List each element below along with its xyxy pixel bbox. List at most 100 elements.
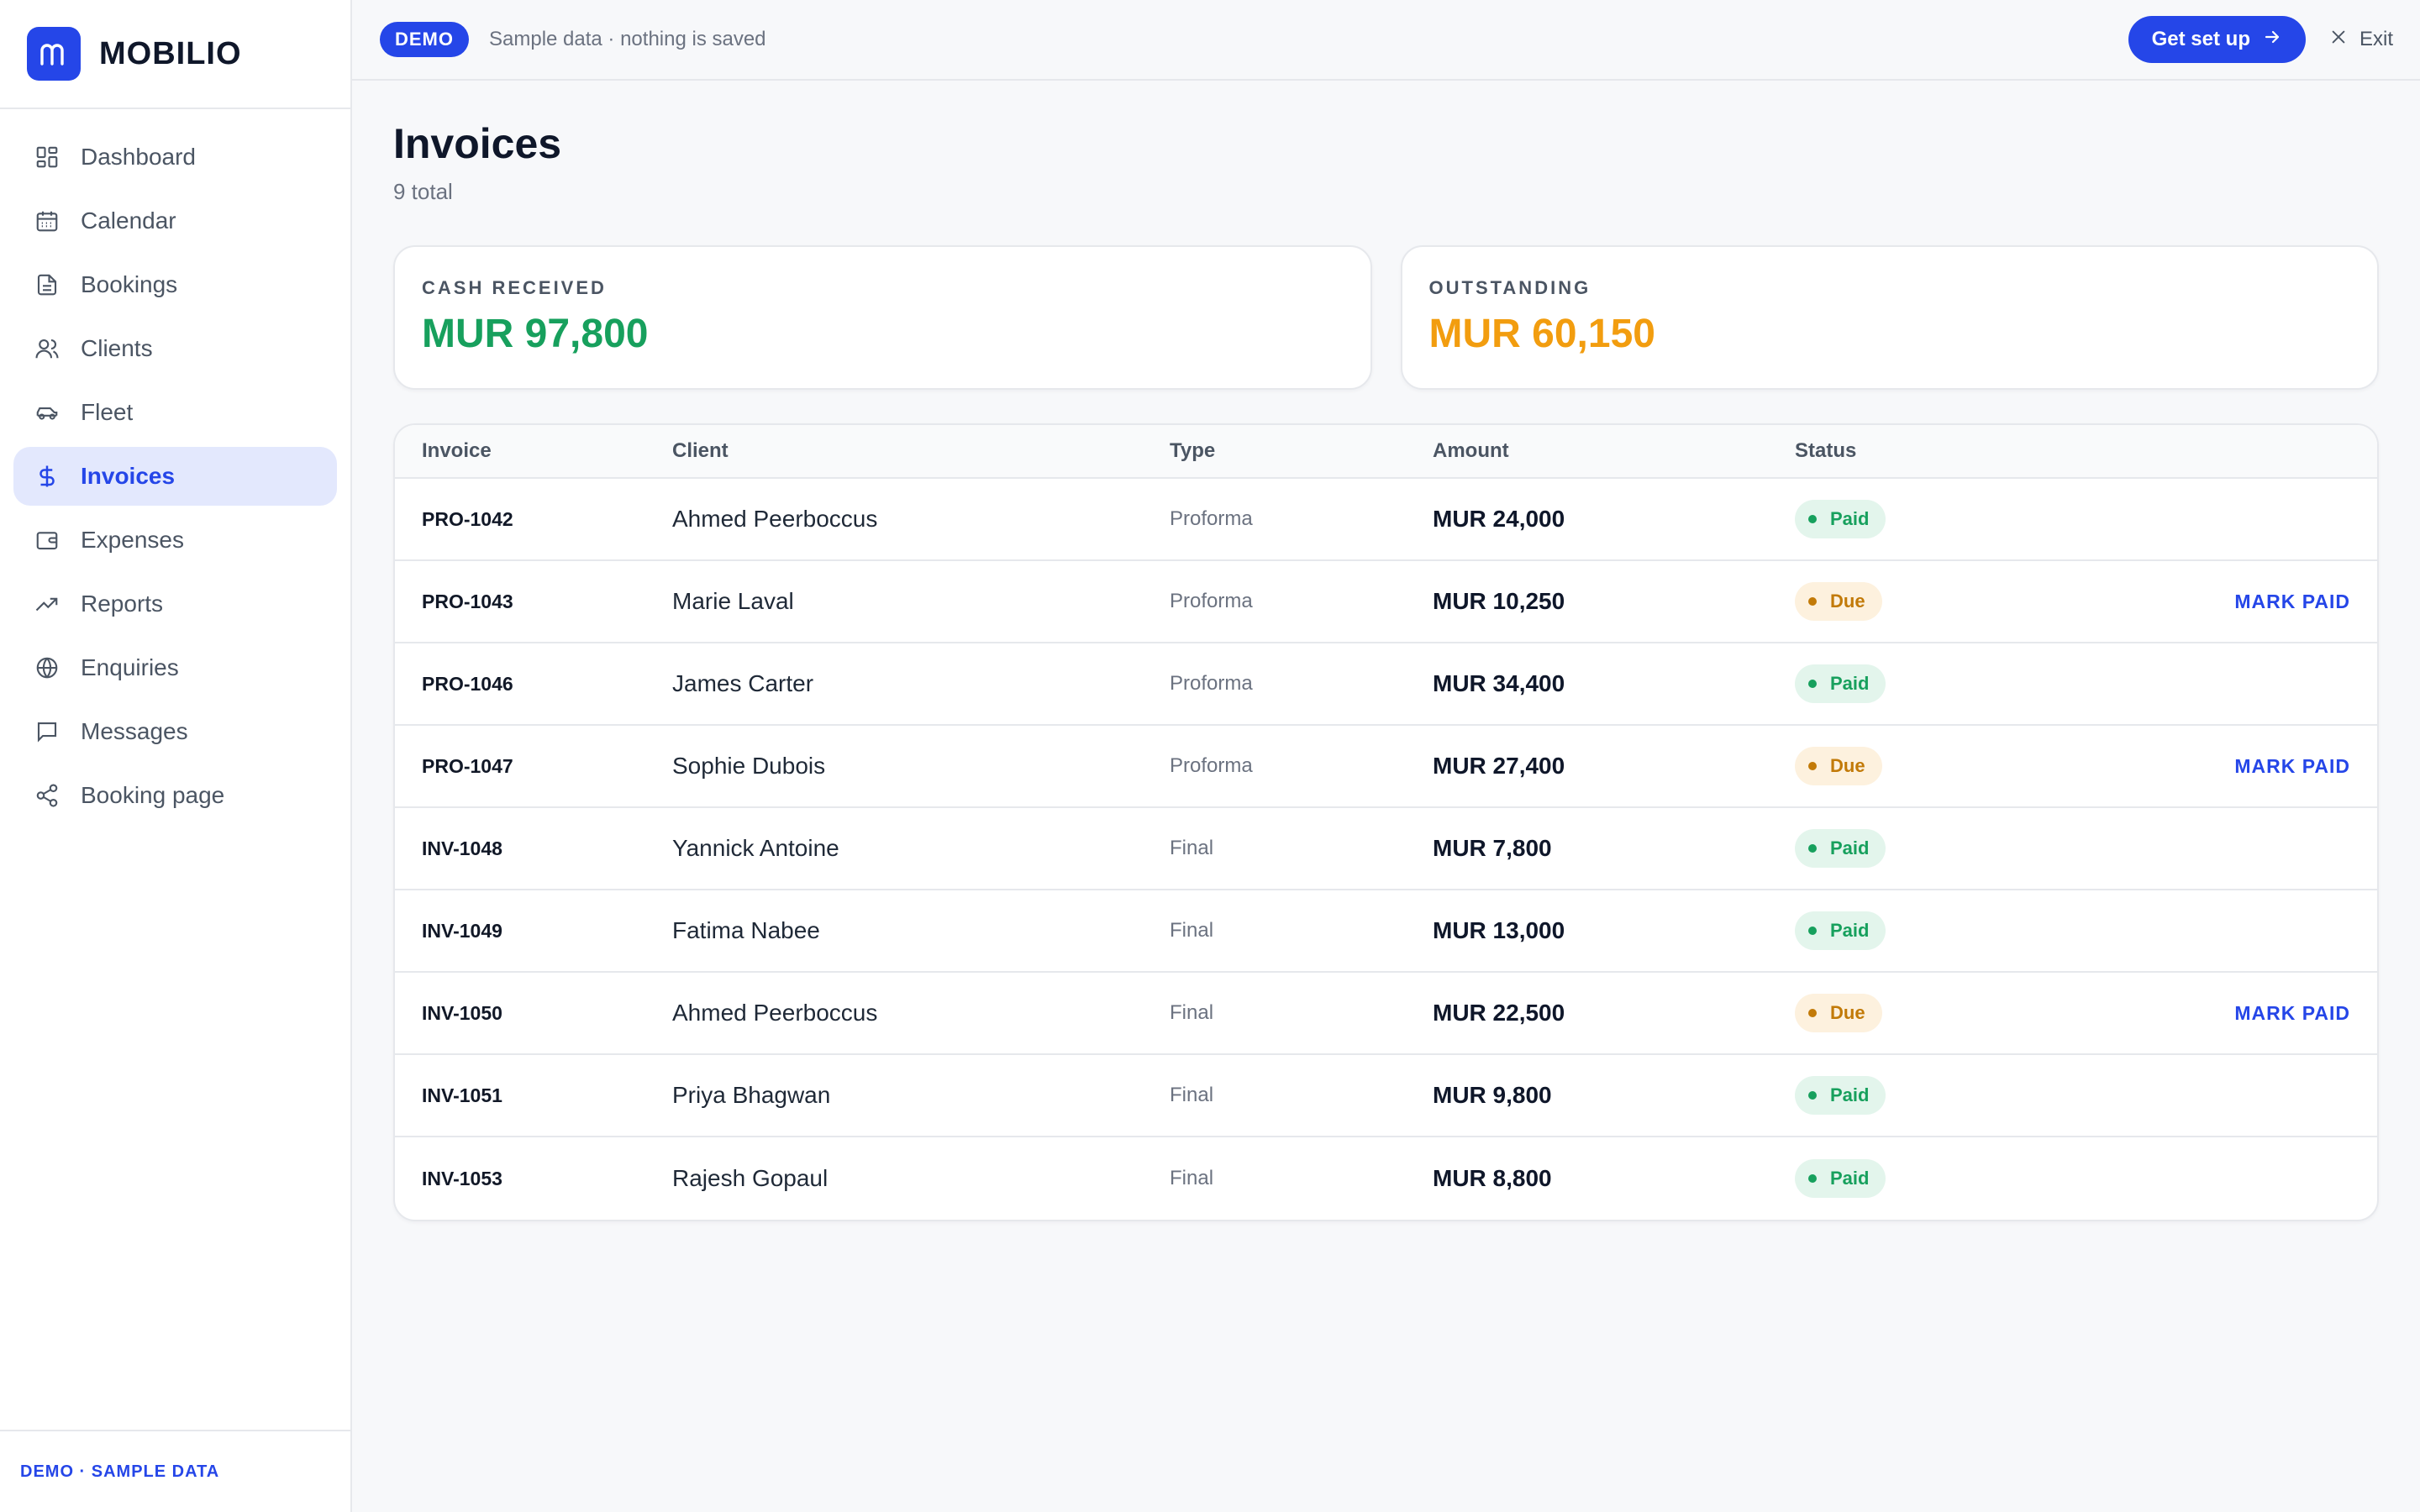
client-name: Sophie Dubois — [672, 753, 826, 779]
status-label: Paid — [1830, 1084, 1870, 1105]
sidebar-item-label: Invoices — [81, 463, 176, 489]
sidebar-item-clients[interactable]: Clients — [13, 319, 337, 378]
sidebar-footer: DEMO · SAMPLE DATA — [0, 1430, 350, 1512]
sidebar-item-fleet[interactable]: Fleet — [13, 383, 337, 442]
brand[interactable]: MOBILIO — [0, 0, 350, 109]
sidebar-item-label: Enquiries — [81, 654, 179, 680]
mark-paid-button[interactable]: MARK PAID — [2234, 754, 2350, 777]
table-row[interactable]: INV-1049 Fatima Nabee Final MUR 13,000 P… — [395, 890, 2377, 973]
sidebar-item-label: Dashboard — [81, 144, 196, 170]
sidebar-item-enquiries[interactable]: Enquiries — [13, 638, 337, 697]
sidebar-item-label: Expenses — [81, 527, 184, 553]
status-dot-icon — [1808, 1009, 1817, 1017]
status-dot-icon — [1808, 1091, 1817, 1100]
topbar: DEMO Sample data · nothing is saved Get … — [352, 0, 2420, 81]
invoice-number: INV-1048 — [422, 837, 502, 859]
client-name: Yannick Antoine — [672, 835, 839, 861]
page-title: Invoices — [393, 120, 562, 167]
status-badge: Due — [1795, 994, 1882, 1032]
invoice-amount: MUR 34,400 — [1433, 670, 1565, 696]
sidebar-item-booking-page[interactable]: Booking page — [13, 766, 337, 825]
invoice-number: PRO-1046 — [422, 672, 513, 695]
invoices-table: Invoice Client Type Amount Status PRO-10… — [393, 423, 2379, 1221]
client-name: Priya Bhagwan — [672, 1082, 831, 1108]
sidebar-item-dashboard[interactable]: Dashboard — [13, 128, 337, 186]
status-label: Paid — [1830, 920, 1870, 941]
dashboard-icon — [34, 144, 60, 171]
invoice-number: PRO-1042 — [422, 507, 513, 530]
invoice-number: PRO-1047 — [422, 754, 513, 777]
table-row[interactable]: INV-1051 Priya Bhagwan Final MUR 9,800 P… — [395, 1055, 2377, 1137]
invoice-amount: MUR 9,800 — [1433, 1082, 1552, 1108]
client-name: Fatima Nabee — [672, 917, 820, 943]
page-subtitle: 9 total — [393, 179, 453, 204]
status-label: Paid — [1830, 673, 1870, 694]
sidebar-item-invoices[interactable]: Invoices — [13, 447, 337, 506]
status-badge: Due — [1795, 747, 1882, 785]
sidebar-item-label: Calendar — [81, 207, 176, 234]
table-row[interactable]: INV-1048 Yannick Antoine Final MUR 7,800… — [395, 808, 2377, 890]
invoice-type: Final — [1170, 1167, 1214, 1189]
sidebar-item-bookings[interactable]: Bookings — [13, 255, 337, 314]
client-name: James Carter — [672, 670, 814, 696]
invoice-amount: MUR 8,800 — [1433, 1165, 1552, 1191]
sidebar-item-calendar[interactable]: Calendar — [13, 192, 337, 250]
sidebar-nav: Dashboard Calendar Bookings Clients Flee… — [0, 109, 350, 825]
table-row[interactable]: PRO-1043 Marie Laval Proforma MUR 10,250… — [395, 561, 2377, 643]
cash-received-label: CASH RECEIVED — [422, 277, 607, 298]
invoice-amount: MUR 13,000 — [1433, 917, 1565, 943]
table-row[interactable]: PRO-1042 Ahmed Peerboccus Proforma MUR 2… — [395, 479, 2377, 561]
demo-notice: Sample data · nothing is saved — [489, 28, 766, 50]
column-header-client: Client — [672, 439, 729, 462]
cash-received-value: MUR 97,800 — [422, 312, 649, 356]
invoice-type: Final — [1170, 837, 1214, 859]
invoice-amount: MUR 22,500 — [1433, 1000, 1565, 1026]
mark-paid-button[interactable]: MARK PAID — [2234, 1001, 2350, 1024]
table-body: PRO-1042 Ahmed Peerboccus Proforma MUR 2… — [395, 479, 2377, 1220]
invoice-number: INV-1053 — [422, 1167, 502, 1189]
sidebar-item-label: Fleet — [81, 399, 134, 425]
table-row[interactable]: INV-1050 Ahmed Peerboccus Final MUR 22,5… — [395, 973, 2377, 1055]
globe-icon — [34, 654, 60, 681]
sidebar-item-expenses[interactable]: Expenses — [13, 511, 337, 570]
main-content: Invoices 9 total CASH RECEIVED MUR 97,80… — [352, 81, 2420, 1221]
status-label: Paid — [1830, 1168, 1870, 1189]
invoice-number: INV-1049 — [422, 919, 502, 942]
outstanding-value: MUR 60,150 — [1428, 312, 1655, 356]
table-row[interactable]: PRO-1047 Sophie Dubois Proforma MUR 27,4… — [395, 726, 2377, 808]
sidebar-item-label: Bookings — [81, 271, 178, 297]
client-name: Ahmed Peerboccus — [672, 506, 878, 532]
status-dot-icon — [1808, 762, 1817, 770]
get-set-up-button[interactable]: Get set up — [2128, 16, 2306, 63]
exit-label: Exit — [2359, 28, 2393, 50]
invoice-type: Final — [1170, 1001, 1214, 1024]
mark-paid-button[interactable]: MARK PAID — [2234, 590, 2350, 612]
column-header-status: Status — [1795, 439, 1857, 462]
get-set-up-label: Get set up — [2151, 28, 2250, 50]
invoice-amount: MUR 27,400 — [1433, 753, 1565, 779]
status-badge: Paid — [1795, 664, 1886, 703]
arrow-right-icon — [2262, 27, 2282, 53]
table-row[interactable]: PRO-1046 James Carter Proforma MUR 34,40… — [395, 643, 2377, 726]
invoice-type: Proforma — [1170, 672, 1253, 695]
table-row[interactable]: INV-1053 Rajesh Gopaul Final MUR 8,800 P… — [395, 1137, 2377, 1220]
status-dot-icon — [1808, 1174, 1817, 1183]
status-label: Due — [1830, 755, 1865, 776]
status-badge: Paid — [1795, 500, 1886, 538]
car-icon — [34, 399, 60, 426]
invoice-type: Final — [1170, 1084, 1214, 1106]
status-dot-icon — [1808, 680, 1817, 688]
users-icon — [34, 335, 60, 362]
sidebar: MOBILIO Dashboard Calendar Bookings Clie… — [0, 0, 352, 1512]
sidebar-item-reports[interactable]: Reports — [13, 575, 337, 633]
exit-button[interactable]: Exit — [2329, 28, 2393, 52]
sidebar-item-messages[interactable]: Messages — [13, 702, 337, 761]
sidebar-item-label: Clients — [81, 335, 153, 361]
status-badge: Paid — [1795, 1076, 1886, 1115]
brand-name: MOBILIO — [99, 35, 242, 71]
outstanding-label: OUTSTANDING — [1428, 277, 1591, 298]
status-badge: Paid — [1795, 911, 1886, 950]
invoice-type: Proforma — [1170, 590, 1253, 612]
outstanding-card: OUTSTANDING MUR 60,150 — [1400, 245, 2379, 390]
status-badge: Paid — [1795, 829, 1886, 868]
